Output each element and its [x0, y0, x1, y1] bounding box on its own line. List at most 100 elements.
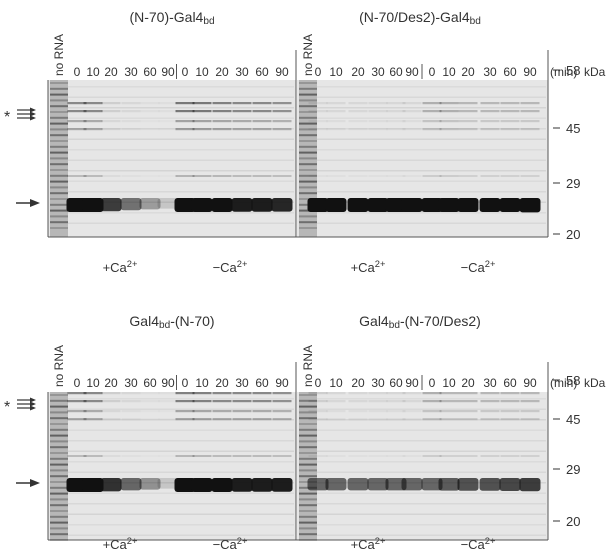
condition-label: −Ca2+: [461, 536, 496, 551]
no-rna-label: no RNA: [301, 345, 315, 387]
condition-label: +Ca2+: [351, 259, 386, 275]
background-band: [68, 96, 294, 98]
main-band: [139, 198, 161, 210]
main-band: [457, 198, 479, 212]
lane-band: [348, 110, 368, 113]
arrow-head: [30, 479, 40, 487]
lane-band: [326, 400, 346, 403]
lane-label: 10: [86, 65, 100, 79]
no-rna-band: [299, 151, 317, 154]
no-rna-band: [299, 394, 317, 396]
lane-band: [368, 102, 388, 105]
main-band: [499, 478, 521, 491]
arrow-head: [30, 397, 36, 403]
subscript: bd: [389, 320, 400, 331]
lane-band: [386, 418, 406, 421]
lane-label: 90: [405, 376, 419, 390]
lane-band: [83, 120, 103, 123]
main-band: [139, 478, 161, 490]
background-band: [68, 138, 294, 140]
lane-band: [500, 418, 520, 421]
lane-band: [326, 102, 346, 105]
arrow-head: [30, 111, 36, 117]
lane-band: [348, 392, 368, 395]
lane-band: [121, 400, 141, 403]
lane-band: [192, 128, 212, 131]
lane-band: [500, 102, 520, 105]
superscript: 2+: [485, 259, 496, 269]
no-rna-band: [50, 446, 68, 449]
marker-label: 29: [566, 462, 580, 477]
background-band: [317, 138, 546, 140]
lane-band: [101, 410, 121, 413]
no-rna-band: [299, 192, 317, 195]
lane-band: [326, 128, 346, 131]
lane-label: 90: [161, 65, 175, 79]
background-band: [317, 149, 546, 151]
lane-band: [348, 120, 368, 123]
no-rna-band: [50, 405, 68, 408]
lane-band: [500, 392, 520, 395]
lane-band: [192, 175, 212, 177]
marker-label: 45: [566, 412, 580, 427]
lane-band: [212, 175, 232, 177]
lane-band: [232, 175, 252, 177]
background-band: [317, 429, 546, 431]
lane-band: [175, 455, 195, 457]
lane-band: [348, 410, 368, 413]
lane-band: [500, 110, 520, 113]
no-rna-band: [299, 198, 317, 200]
no-rna-band: [299, 527, 317, 530]
lane-band: [232, 400, 252, 403]
lane-band: [83, 400, 103, 403]
lane-band: [500, 455, 520, 457]
lane-band: [458, 410, 478, 413]
background-band: [68, 170, 294, 172]
lane-band: [272, 410, 292, 413]
background-band: [68, 191, 294, 193]
lane-band: [140, 392, 160, 395]
background-band: [317, 513, 546, 515]
lane-band: [348, 175, 368, 177]
lane-band: [402, 418, 422, 421]
text-part: Gal4: [359, 313, 389, 329]
main-band: [231, 478, 253, 492]
lane-band: [326, 455, 346, 457]
lane-label: 60: [389, 65, 403, 79]
main-band: [347, 198, 369, 212]
no-rna-band: [50, 163, 68, 166]
no-rna-band: [50, 428, 68, 431]
main-band: [251, 478, 273, 492]
lane-band: [386, 102, 406, 105]
no-rna-band: [50, 128, 68, 131]
lane-band: [67, 418, 87, 421]
lane-band: [252, 392, 272, 395]
lane-band: [402, 455, 422, 457]
lane-band: [326, 120, 346, 123]
main-band: [307, 198, 329, 212]
main-band: [499, 198, 521, 212]
text-part: (N-70)-Gal4: [129, 9, 203, 25]
lane-band: [308, 175, 328, 177]
no-rna-band: [299, 428, 317, 431]
lane-band: [520, 175, 540, 177]
no-rna-band: [50, 215, 68, 218]
lane-band: [83, 418, 103, 421]
lane-band: [101, 392, 121, 395]
background-band: [317, 503, 546, 505]
lane-band: [326, 418, 346, 421]
lane-band: [232, 455, 252, 457]
main-band: [174, 198, 196, 212]
lane-band: [386, 128, 406, 131]
lane-band: [121, 110, 141, 113]
no-rna-band: [50, 521, 68, 524]
text-part: +Ca: [351, 537, 376, 551]
lane-band: [272, 418, 292, 421]
lane-band: [480, 110, 500, 113]
background-band: [317, 450, 546, 452]
lane-label: 90: [275, 376, 289, 390]
gel: [48, 392, 296, 540]
no-rna-band: [299, 446, 317, 449]
lane-label: 20: [461, 65, 475, 79]
no-rna-band: [50, 116, 68, 119]
